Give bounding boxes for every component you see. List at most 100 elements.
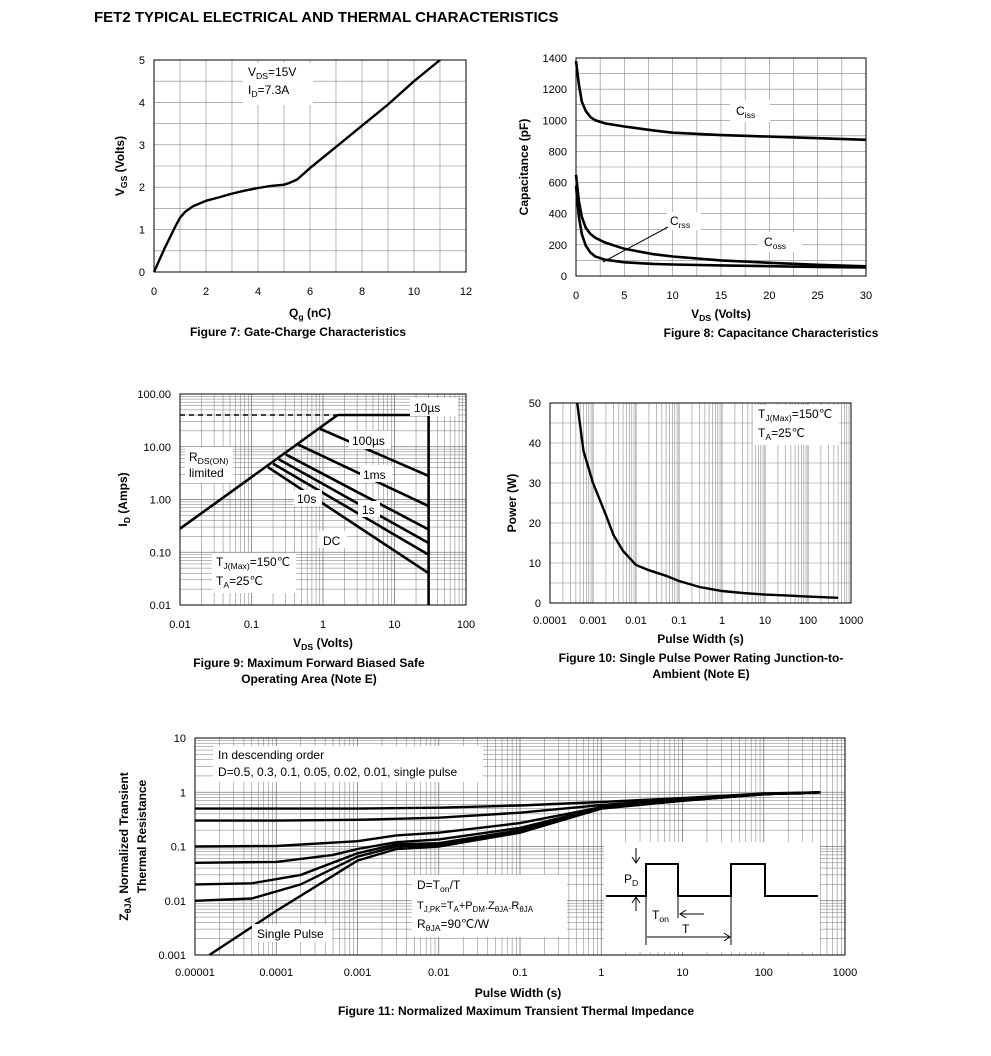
- x-axis-label: VDS (Volts): [691, 307, 751, 323]
- x-tick-label: 1: [719, 615, 725, 627]
- x-tick-label: 10: [667, 290, 679, 302]
- label-box: [319, 531, 347, 548]
- x-tick-label: 30: [860, 290, 872, 302]
- coss-label-box: [758, 232, 802, 252]
- annotation-box: [212, 553, 296, 593]
- rds-label-box: [185, 447, 233, 483]
- x-tick-label: 6: [307, 286, 313, 298]
- series-label-1ms: 1ms: [363, 468, 386, 482]
- y-tick-label: 0: [139, 267, 145, 279]
- legend-line-2: D=0.5, 0.3, 0.1, 0.05, 0.02, 0.01, singl…: [218, 765, 457, 779]
- y-tick-label: 1400: [543, 53, 567, 65]
- x-tick-label: 1: [598, 967, 604, 979]
- soa-line-100us: [319, 427, 430, 478]
- x-tick-label: 20: [763, 290, 775, 302]
- y-tick-label: 20: [529, 518, 541, 530]
- t-label: T: [682, 922, 690, 936]
- single-pulse-power-chart: 0.0001 0.001 0.01 0.1 1 10 100 1000 0 10 20 30 40 50 T…: [505, 398, 863, 681]
- y-axis-label-line-2: Thermal Resistance: [135, 779, 149, 893]
- x-tick-label: 1000: [833, 967, 857, 979]
- id-annotation: ID=7.3A: [248, 83, 289, 99]
- series-line-crss: [574, 185, 867, 269]
- x-tick-label: 0.00001: [175, 967, 215, 979]
- x-tick-label: 0.001: [579, 615, 607, 627]
- thermal-impedance-chart: 0.00001 0.0001 0.001 0.01 0.1 1 10 100 1000 0.001…: [117, 733, 857, 1018]
- formula-rtheta: RθJA=90℃/W: [417, 917, 490, 933]
- x-tick-label: 0.1: [671, 615, 686, 627]
- x-tick-label: 5: [621, 290, 627, 302]
- figure-caption: Operating Area (Note E): [241, 672, 377, 686]
- y-tick-label: 0: [561, 271, 567, 283]
- x-tick-label: 0.1: [512, 967, 527, 979]
- x-tick-label: 10: [408, 286, 420, 298]
- tj-annotation: TJ(Max)=150℃: [216, 555, 290, 571]
- soa-line-10s: [272, 462, 430, 556]
- figure-caption: Ambient (Note E): [652, 667, 749, 681]
- y-tick-label: 0.10: [150, 547, 171, 559]
- y-tick-label: 600: [549, 178, 567, 190]
- soa-line-dc: [267, 466, 430, 575]
- pd-label: PD: [624, 872, 638, 888]
- y-axis-label: Capacitance (pF): [517, 119, 531, 216]
- figure-caption: Figure 8: Capacitance Characteristics: [664, 326, 879, 340]
- y-tick-label: 0.01: [150, 600, 171, 612]
- series-label-1s: 1s: [362, 503, 375, 517]
- rds-limited-label: limited: [189, 466, 224, 480]
- power-curve: [576, 402, 839, 599]
- crss-label-box: [667, 212, 701, 230]
- series-line-ciss: [574, 60, 867, 142]
- series-line-coss: [574, 174, 867, 268]
- label-box: [294, 490, 322, 506]
- ciss-label: Ciss: [736, 104, 755, 120]
- page-title: FET2 TYPICAL ELECTRICAL AND THERMAL CHAR…: [94, 9, 559, 26]
- x-axis-label: Pulse Width (s): [475, 986, 562, 1000]
- x-tick-label: 0.1: [244, 619, 259, 631]
- x-axis-label: Qg (nC): [289, 306, 331, 322]
- formula-duty: D=Ton/T: [417, 878, 461, 894]
- x-tick-label: 0.001: [344, 967, 372, 979]
- gate-charge-curve: [152, 59, 441, 273]
- series-label-100us: 100µs: [352, 434, 385, 448]
- label-box: [360, 465, 392, 482]
- x-tick-label: 15: [715, 290, 727, 302]
- y-tick-label: 0.001: [158, 950, 186, 962]
- series-label-10s: 10s: [297, 492, 316, 506]
- legend-line-1: In descending order: [218, 748, 324, 762]
- figure-caption: Figure 10: Single Pulse Power Rating Jun…: [559, 651, 844, 665]
- x-tick-label: 0.0001: [533, 615, 567, 627]
- annotation-box: [243, 63, 313, 105]
- x-tick-label: 1: [320, 619, 326, 631]
- x-tick-label: 0.01: [169, 619, 190, 631]
- label-box: [349, 431, 391, 449]
- x-tick-label: 0: [573, 290, 579, 302]
- formula-tjpk: TJ,PK=TA+PDM.ZθJA.RθJA: [417, 900, 534, 914]
- single-pulse-box: [252, 924, 332, 942]
- figure-caption: Figure 9: Maximum Forward Biased Safe: [193, 656, 425, 670]
- x-tick-label: 8: [359, 286, 365, 298]
- ciss-label-box: [730, 100, 770, 122]
- x-tick-label: 100: [755, 967, 773, 979]
- x-tick-label: 4: [255, 286, 261, 298]
- y-tick-label: 40: [529, 438, 541, 450]
- zth-line-single-pulse: [208, 791, 821, 957]
- x-tick-label: 12: [460, 286, 472, 298]
- y-axis-label-line-1: ZθJA Normalized Transient: [117, 772, 133, 920]
- y-tick-label: 50: [529, 398, 541, 410]
- x-tick-label: 10: [388, 619, 400, 631]
- crss-leader-line: [602, 226, 669, 263]
- formula-box: [412, 875, 567, 937]
- x-tick-label: 10: [759, 615, 771, 627]
- crss-label: Crss: [670, 214, 690, 230]
- x-tick-label: 0.01: [428, 967, 449, 979]
- soa-line-10ms: [284, 453, 430, 531]
- ta-annotation: TA=25℃: [216, 574, 263, 590]
- x-tick-label: 100: [457, 619, 475, 631]
- soa-line-rds-on-limited: [179, 413, 339, 530]
- y-axis-label: Power (W): [505, 474, 519, 533]
- y-tick-label: 200: [549, 240, 567, 252]
- pulse-waveform: [606, 863, 818, 897]
- y-tick-label: 400: [549, 209, 567, 221]
- pd-arrowhead-bottom: [631, 896, 641, 904]
- figure-caption: Figure 7: Gate-Charge Characteristics: [190, 325, 406, 339]
- x-tick-label: 100: [799, 615, 817, 627]
